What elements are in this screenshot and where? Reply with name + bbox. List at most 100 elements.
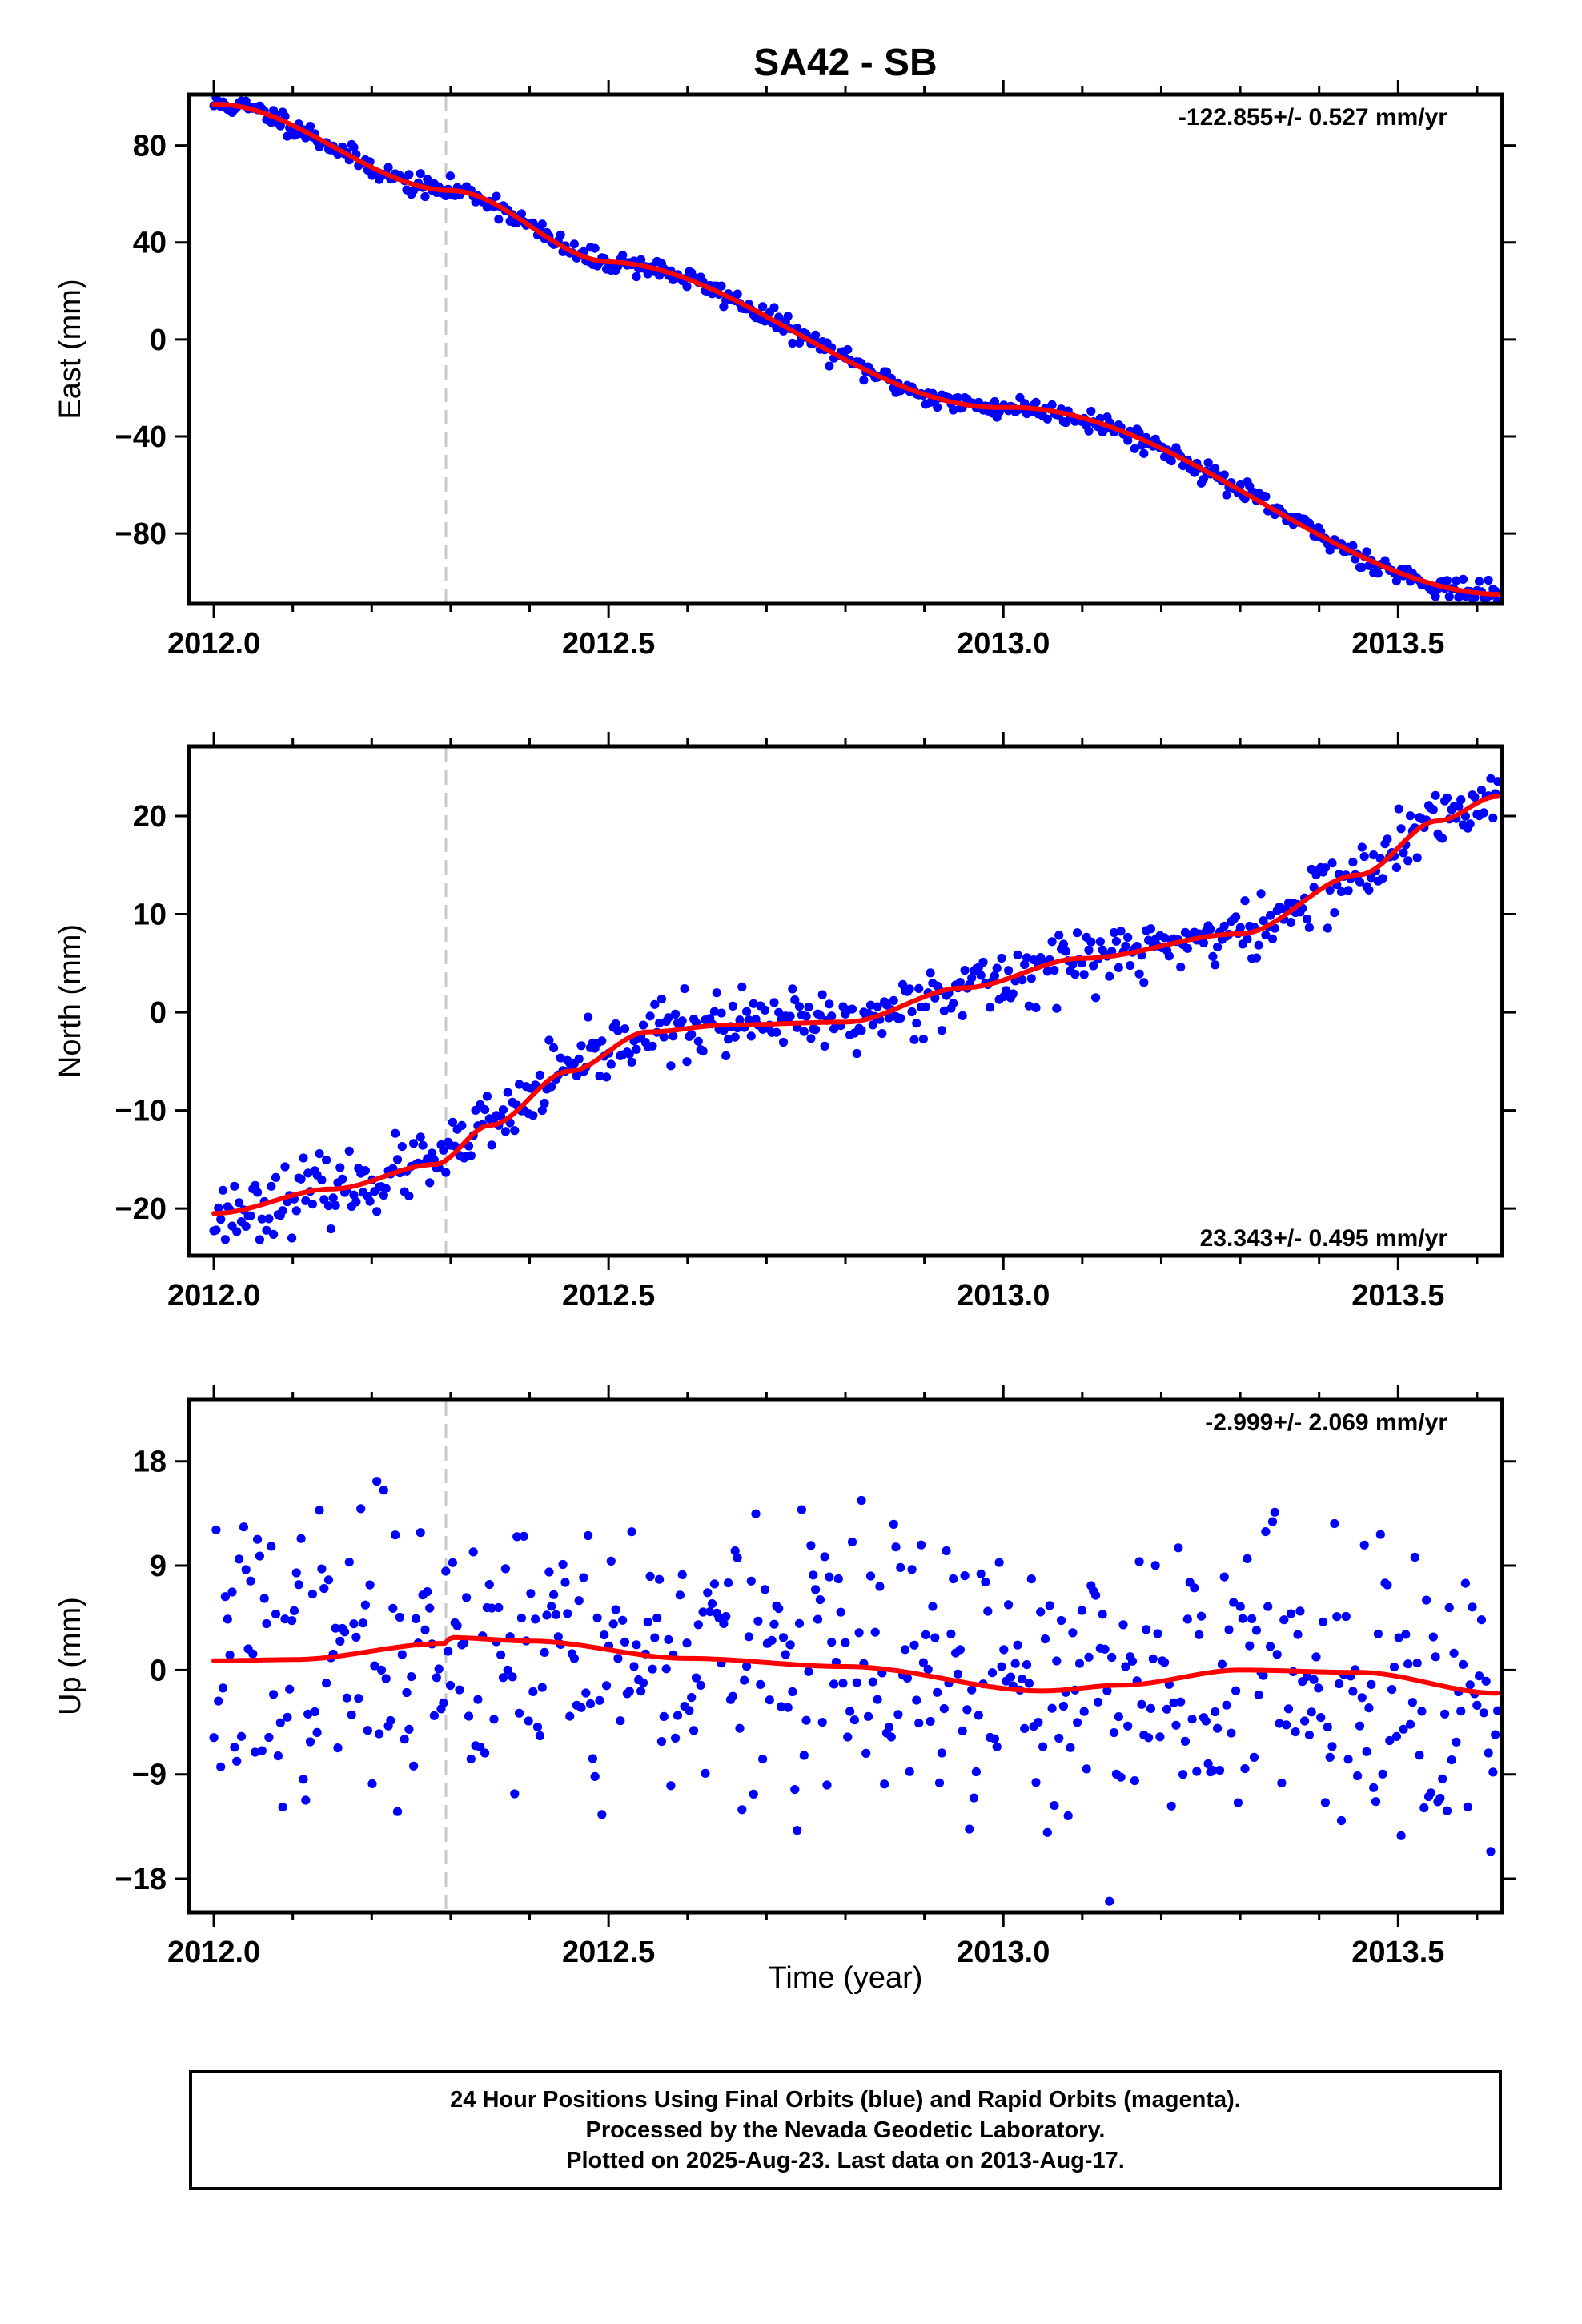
data-point	[1066, 1743, 1075, 1752]
data-point	[680, 984, 689, 994]
data-point	[974, 1711, 983, 1720]
data-point	[307, 1200, 317, 1209]
data-point	[1449, 1648, 1459, 1658]
data-point	[439, 1145, 448, 1155]
data-point	[1100, 1644, 1110, 1654]
data-point	[1235, 1602, 1245, 1611]
data-point	[1116, 1772, 1126, 1782]
data-point	[1259, 1671, 1268, 1680]
data-point	[319, 1584, 329, 1594]
data-point	[1084, 1652, 1094, 1662]
data-point	[912, 1019, 921, 1028]
data-point	[949, 999, 958, 1008]
data-point	[1327, 1742, 1337, 1751]
data-point	[296, 1174, 306, 1184]
x-tick-label: 2013.0	[957, 627, 1050, 661]
data-point	[595, 1072, 604, 1081]
data-point	[889, 1519, 898, 1529]
data-point	[1283, 1704, 1294, 1714]
data-point	[280, 1614, 290, 1624]
data-point	[1091, 1590, 1101, 1600]
data-point	[1227, 1728, 1236, 1738]
data-point	[1263, 1602, 1273, 1611]
data-point	[572, 1071, 581, 1080]
data-point	[1364, 1703, 1374, 1713]
data-point	[1013, 950, 1022, 959]
data-point	[1256, 889, 1266, 899]
data-point	[1058, 1701, 1068, 1711]
data-point	[1034, 1718, 1043, 1727]
data-point	[1061, 947, 1070, 956]
data-point	[1118, 1620, 1128, 1630]
data-point	[801, 1715, 811, 1725]
data-point	[1243, 1554, 1252, 1563]
data-point	[323, 1575, 334, 1585]
data-point	[921, 1630, 930, 1639]
data-points	[209, 94, 1502, 604]
data-point	[416, 169, 425, 179]
data-point	[503, 1088, 512, 1097]
data-point	[693, 1036, 703, 1046]
data-point	[1412, 1659, 1422, 1668]
data-point	[1084, 945, 1094, 955]
data-point	[1442, 576, 1452, 585]
data-point	[648, 1041, 657, 1051]
data-point	[1155, 1732, 1165, 1742]
data-point	[241, 96, 251, 106]
data-point	[958, 1011, 967, 1020]
data-point	[902, 1673, 912, 1683]
data-point	[758, 302, 768, 312]
data-point	[636, 255, 646, 264]
fit-curve	[211, 794, 1500, 1216]
data-point	[1013, 1640, 1022, 1650]
data-point	[693, 1620, 703, 1630]
data-point	[730, 1032, 740, 1042]
data-point	[1208, 1766, 1218, 1775]
data-point	[1458, 1659, 1468, 1669]
data-point	[717, 281, 726, 291]
data-points	[209, 774, 1502, 1244]
data-point	[749, 999, 758, 1008]
data-point	[1176, 1697, 1186, 1707]
data-point	[460, 1638, 469, 1647]
data-point	[687, 1030, 697, 1039]
data-point	[1213, 942, 1223, 952]
x-tick-label: 2012.0	[167, 1936, 260, 1969]
data-point	[1213, 1723, 1223, 1733]
data-point	[351, 1632, 361, 1642]
data-point	[1300, 1716, 1310, 1726]
data-point	[923, 1664, 933, 1675]
y-tick-label: −9	[132, 1759, 167, 1792]
data-point	[1130, 444, 1139, 453]
data-point	[983, 1606, 993, 1616]
data-point	[333, 1743, 343, 1753]
data-point	[285, 1684, 295, 1694]
data-point	[322, 1155, 331, 1165]
data-point	[682, 1057, 692, 1067]
x-tick-label: 2013.5	[1351, 1936, 1444, 1969]
data-point	[1367, 1679, 1376, 1689]
data-point	[1438, 834, 1447, 843]
y-tick-label: −18	[115, 1863, 167, 1896]
data-point	[1479, 1708, 1488, 1718]
data-point	[1058, 939, 1068, 949]
data-point	[847, 1004, 857, 1014]
data-point	[1008, 989, 1018, 999]
data-point	[939, 1006, 949, 1015]
data-point	[595, 1695, 604, 1705]
data-point	[294, 1580, 303, 1590]
data-point	[1428, 805, 1438, 814]
data-point	[783, 1703, 793, 1712]
data-point	[1362, 1747, 1371, 1756]
data-point	[1054, 931, 1064, 940]
data-point	[854, 1628, 864, 1638]
data-point	[746, 1576, 756, 1586]
data-point	[785, 1011, 795, 1021]
data-point	[351, 1197, 361, 1207]
data-point	[1282, 1720, 1291, 1730]
data-point	[1162, 1704, 1172, 1714]
data-point	[326, 1224, 335, 1234]
data-point	[496, 1650, 506, 1659]
data-point	[624, 1049, 634, 1059]
data-point	[671, 1733, 681, 1743]
